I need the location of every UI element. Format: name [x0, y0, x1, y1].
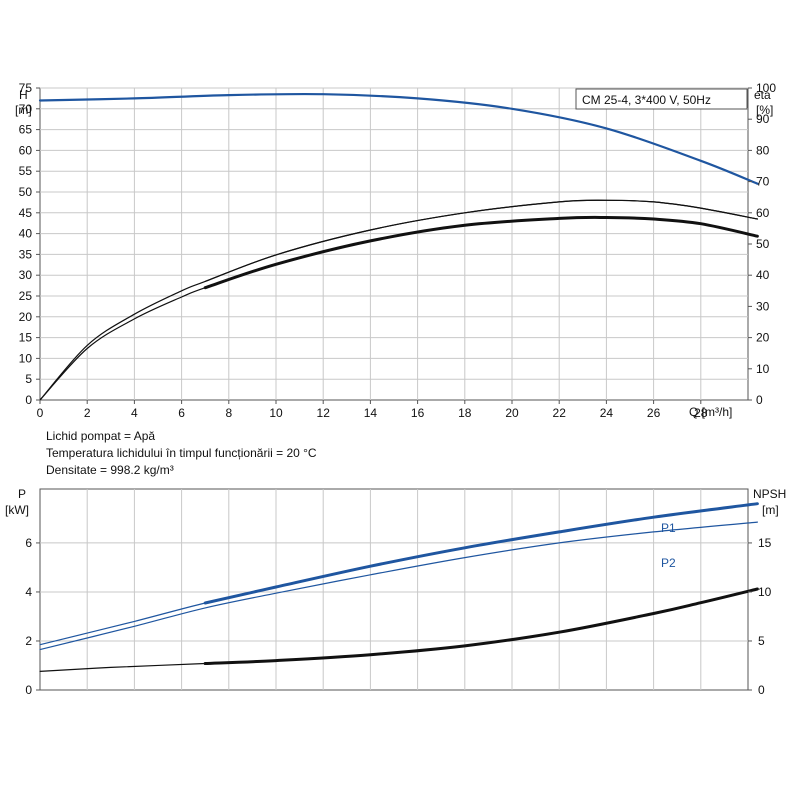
y-tick-label-left: 55	[19, 164, 33, 178]
y-tick-label-right: 20	[756, 331, 770, 345]
info-line: Temperatura lichidului în timpul funcțio…	[46, 446, 317, 460]
x-tick-label: 16	[411, 406, 425, 420]
y-tick-label-right: 0	[758, 683, 765, 697]
y-tick-label-left: 15	[19, 331, 33, 345]
x-tick-label: 28	[694, 406, 708, 420]
series-line-0	[39, 503, 758, 646]
series-line-1	[39, 216, 758, 401]
y-tick-label-left: 0	[25, 683, 32, 697]
y-tick-label-left: 6	[25, 536, 32, 550]
y-tick-label-left: 20	[19, 310, 33, 324]
series-line-3	[39, 199, 758, 401]
x-tick-label: 26	[647, 406, 661, 420]
power-panel-grid	[40, 489, 748, 690]
head-panel-y-ticks-left: 0 5 10 15 20 25 30 35 40 45 50 55 60 65 70 75	[19, 81, 40, 407]
p1-series-label: P1	[661, 521, 676, 535]
x-tick-label: 6	[178, 406, 185, 420]
head-axis-unit: [m]	[15, 103, 32, 117]
y-tick-label-left: 35	[19, 247, 33, 261]
y-tick-label-right: 90	[756, 112, 770, 126]
y-tick-label-right: 0	[756, 393, 763, 407]
y-tick-label-left: 65	[19, 123, 33, 137]
power-panel-series	[39, 502, 759, 672]
y-tick-label-left: 10	[19, 351, 33, 365]
y-tick-label-right: 10	[758, 585, 772, 599]
head-efficiency-panel: 0 2 4 6 8 10 12 14 16 18 20 22 24 26 28 05101520253035…	[15, 81, 776, 420]
x-tick-label: 22	[553, 406, 567, 420]
fluid-info: Lichid pompat = Apă Temperatura lichidul…	[46, 429, 317, 477]
power-panel-frame	[39, 488, 749, 691]
eta-axis-unit: [%]	[756, 103, 773, 117]
y-tick-label-right: 80	[756, 143, 770, 157]
info-line: Densitate = 998.2 kg/m³	[46, 463, 174, 477]
y-tick-label-left: 50	[19, 185, 33, 199]
info-line: Lichid pompat = Apă	[46, 429, 155, 443]
x-tick-label: 18	[458, 406, 472, 420]
series-line-2	[39, 521, 758, 651]
series-line-2	[203, 215, 759, 290]
series-line-4	[204, 199, 758, 282]
y-tick-label-left: 4	[25, 585, 32, 599]
power-panel-y-ticks-left: 0 2 4 6	[25, 536, 40, 697]
x-tick-label: 2	[84, 406, 91, 420]
series-line-0	[38, 92, 759, 185]
y-tick-label-right: 60	[756, 206, 770, 220]
head-panel-grid	[40, 87, 748, 400]
head-panel-x-ticks: 0 2 4 6 8 10 12 14 16 18 20 22 24 26 28	[37, 400, 708, 420]
x-tick-label: 12	[317, 406, 331, 420]
power-npsh-panel: 0 2 4 6 0 5 10 15 P [kW] NPSH [m] P1 P2	[5, 487, 786, 697]
y-tick-label-right: 10	[756, 362, 770, 376]
y-tick-label-left: 40	[19, 227, 33, 241]
x-tick-label: 0	[37, 406, 44, 420]
legend-box-label: CM 25-4, 3*400 V, 50Hz	[582, 93, 711, 107]
y-tick-label-right: 100	[756, 81, 776, 95]
series-line-4	[203, 587, 759, 665]
y-tick-label-right: 50	[756, 237, 770, 251]
x-tick-label: 4	[131, 406, 138, 420]
y-tick-label-left: 75	[19, 81, 33, 95]
power-panel-y-ticks-right: 0 5 10 15	[748, 536, 772, 697]
x-tick-label: 20	[505, 406, 519, 420]
flow-axis-label: Q [m³/h]	[689, 405, 732, 419]
y-tick-label-right: 5	[758, 634, 765, 648]
y-tick-label-right: 40	[756, 268, 770, 282]
y-tick-label-left: 5	[25, 372, 32, 386]
y-tick-label-left: 30	[19, 268, 33, 282]
head-axis-label: H	[19, 88, 28, 102]
y-tick-label-left: 25	[19, 289, 33, 303]
npsh-axis-label: NPSH	[753, 487, 786, 501]
legend-box	[575, 88, 748, 110]
p2-series-label: P2	[661, 556, 676, 570]
npsh-axis-unit: [m]	[762, 503, 779, 517]
series-line-1	[203, 502, 759, 605]
x-tick-label: 24	[600, 406, 614, 420]
power-axis-unit: [kW]	[5, 503, 29, 517]
y-tick-label-left: 2	[25, 634, 32, 648]
x-tick-label: 8	[225, 406, 232, 420]
y-tick-label-right: 15	[758, 536, 772, 550]
y-tick-label-left: 0	[25, 393, 32, 407]
series-line-3	[39, 588, 758, 672]
head-panel-frame	[39, 87, 749, 401]
x-tick-label: 14	[364, 406, 378, 420]
y-tick-label-right: 70	[756, 175, 770, 189]
head-panel-series	[38, 92, 759, 401]
y-tick-label-left: 60	[19, 143, 33, 157]
y-tick-label-right: 30	[756, 299, 770, 313]
eta-axis-label: eta	[754, 88, 771, 102]
head-panel-y-ticks-right: 0 10 20 30 40 50 60 70 80 90 100	[748, 81, 776, 407]
x-tick-label: 10	[269, 406, 283, 420]
y-tick-label-left: 70	[19, 102, 33, 116]
y-tick-label-left: 45	[19, 206, 33, 220]
power-axis-label: P	[18, 487, 26, 501]
